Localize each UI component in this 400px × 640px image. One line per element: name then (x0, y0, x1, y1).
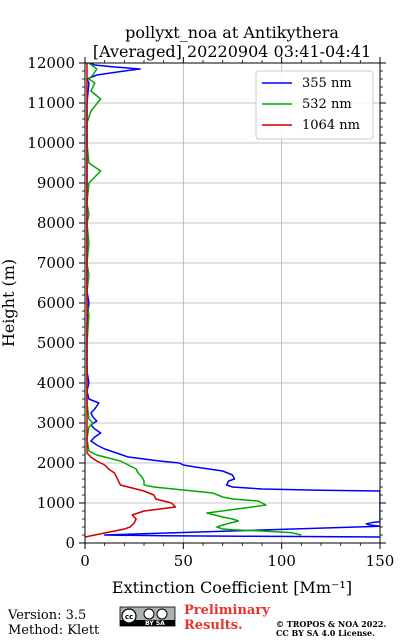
version-text: Version: 3.5 (7, 608, 86, 623)
attribution-icon (143, 608, 155, 620)
chart-subtitle: [Averaged] 20220904 03:41-04:41 (93, 42, 371, 61)
y-tick-label: 0 (65, 534, 75, 552)
legend-label: 1064 nm (302, 118, 360, 133)
series-line-532-nm (86, 63, 302, 536)
legend-label: 532 nm (302, 97, 352, 112)
preliminary-text-line1: Preliminary (184, 603, 270, 618)
y-tick-label: 1000 (37, 494, 75, 512)
y-tick-label: 10000 (27, 134, 75, 152)
y-tick-label: 5000 (37, 334, 75, 352)
x-tick-label: 50 (174, 552, 193, 570)
y-tick-label: 4000 (37, 374, 75, 392)
share-alike-icon (156, 608, 168, 620)
cc-icon-label: cc (125, 613, 133, 621)
copyright-text-line1: © TROPOS & NOA 2022. (276, 619, 386, 629)
y-tick-label: 12000 (27, 54, 75, 72)
license-badge-text: BY SA (145, 620, 165, 627)
legend-box (255, 70, 374, 140)
footer: Version: 3.5 Method: Klett cc BY SA Prel… (7, 603, 386, 638)
y-tick-label: 11000 (27, 94, 75, 112)
legend-label: 355 nm (302, 76, 352, 91)
cc-license-badge: cc BY SA (119, 606, 176, 627)
legend: 355 nm 532 nm 1064 nm (255, 70, 374, 140)
y-tick-label: 9000 (37, 174, 75, 192)
series-line-1064-nm (85, 63, 177, 538)
y-tick-label: 8000 (37, 214, 75, 232)
y-axis-label: Height (m) (0, 259, 18, 347)
method-text: Method: Klett (8, 623, 100, 638)
copyright-text-line2: CC BY SA 4.0 License. (276, 628, 375, 638)
y-tick-label: 3000 (37, 414, 75, 432)
x-axis-label: Extinction Coefficient [Mm⁻¹] (112, 578, 352, 597)
y-tick-label: 2000 (37, 454, 75, 472)
chart-title: pollyxt_noa at Antikythera (125, 23, 339, 42)
preliminary-text-line2: Results. (184, 618, 243, 633)
x-tick-label: 100 (267, 552, 296, 570)
series-lines (85, 63, 380, 538)
x-tick-label: 150 (366, 552, 395, 570)
cc-icon (121, 608, 137, 624)
axis-ticks: 0 50 100 150 0 1000 2000 3000 4000 5000 6000 7000 80… (27, 54, 394, 570)
y-tick-label: 6000 (37, 294, 75, 312)
license-badge-strip (120, 620, 175, 626)
x-tick-label: 0 (80, 552, 90, 570)
y-tick-label: 7000 (37, 254, 75, 272)
